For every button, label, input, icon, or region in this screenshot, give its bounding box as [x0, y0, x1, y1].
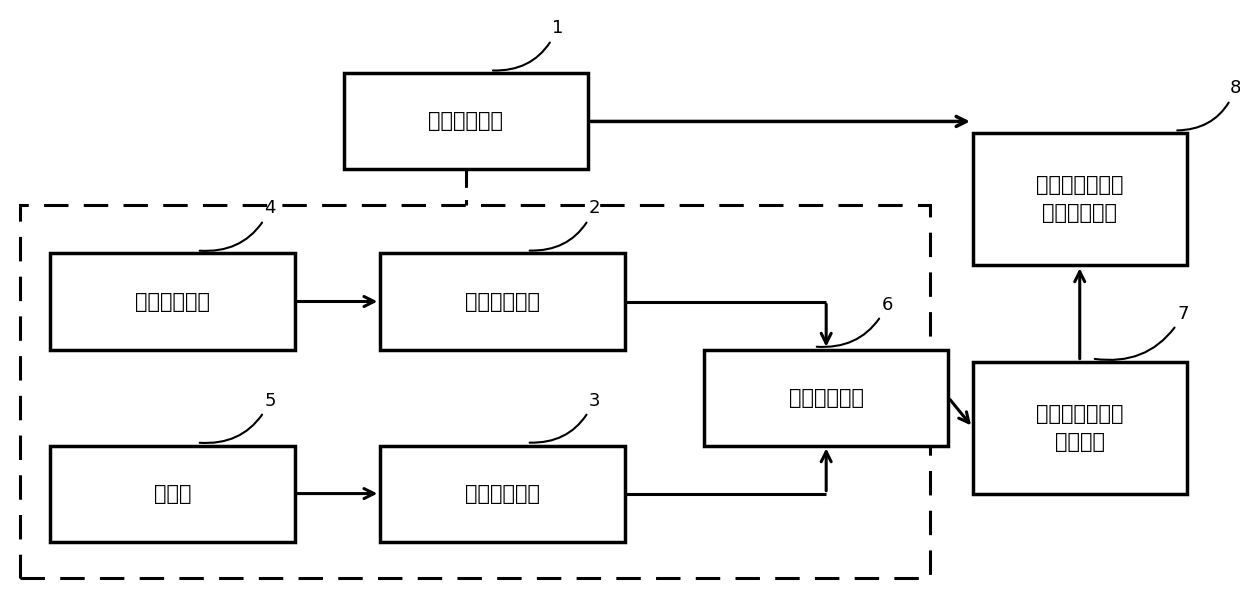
Text: 3: 3	[529, 391, 600, 443]
Bar	[20, 206, 930, 578]
Text: 全流动贯入仪: 全流动贯入仪	[135, 291, 210, 312]
Text: 应用于相关研究
及工程设计中: 应用于相关研究 及工程设计中	[1035, 175, 1123, 224]
Bar	[704, 350, 949, 446]
Text: 7: 7	[1095, 305, 1189, 360]
Text: 5: 5	[200, 391, 277, 443]
Text: 结果标定部分: 结果标定部分	[789, 388, 864, 408]
Text: 流变仪: 流变仪	[154, 484, 191, 504]
Bar	[973, 362, 1187, 494]
Text: 获得强度与流变
特性参数: 获得强度与流变 特性参数	[1035, 403, 1123, 452]
Text: 8: 8	[1177, 80, 1240, 130]
Text: 1: 1	[494, 19, 563, 71]
Bar	[973, 133, 1187, 265]
Bar	[343, 74, 588, 169]
Text: 2: 2	[529, 200, 600, 251]
Bar	[381, 253, 625, 350]
Text: 4: 4	[200, 200, 277, 251]
Bar	[51, 253, 295, 350]
Text: 6: 6	[817, 295, 893, 347]
Text: 组合试验方法: 组合试验方法	[428, 112, 503, 131]
Text: 流变试验部分: 流变试验部分	[465, 484, 539, 504]
Bar	[381, 446, 625, 541]
Bar	[51, 446, 295, 541]
Text: 强度试验部分: 强度试验部分	[465, 291, 539, 312]
